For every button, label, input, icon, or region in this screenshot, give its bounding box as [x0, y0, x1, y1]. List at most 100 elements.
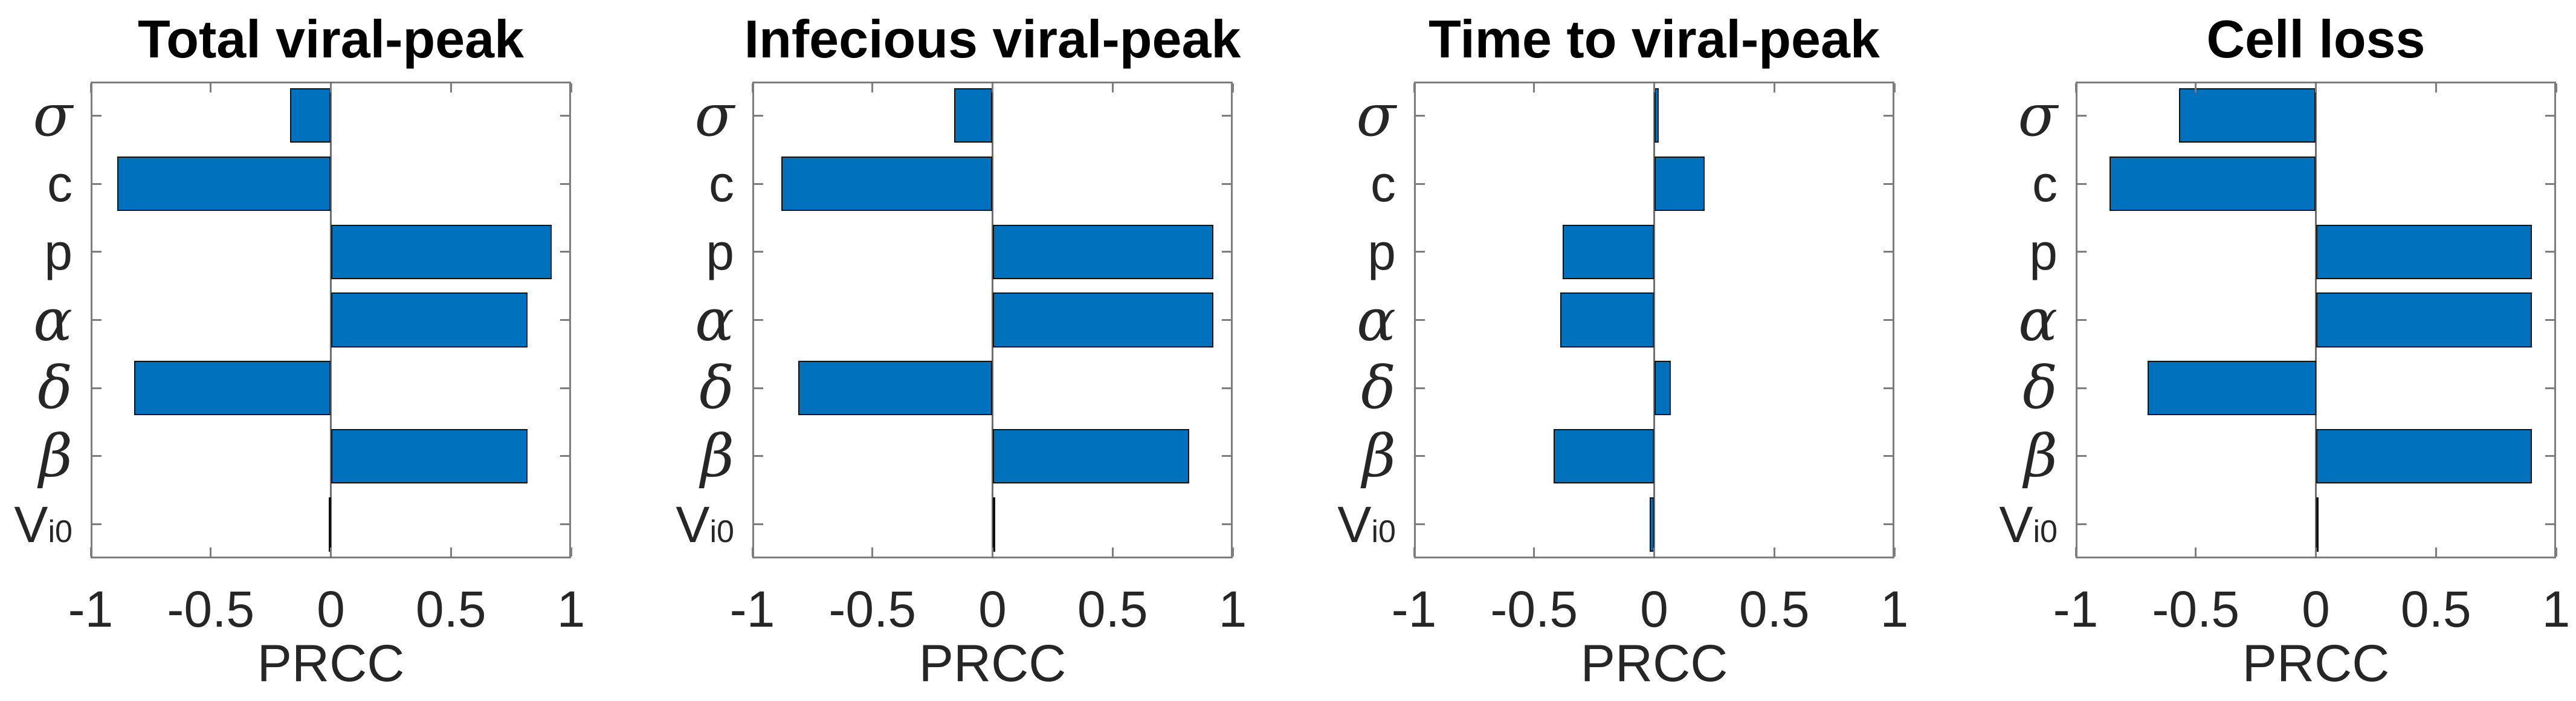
- bar-p: [331, 224, 552, 279]
- y-tick-mark: [2077, 114, 2087, 117]
- bar-v-i0: [992, 497, 995, 552]
- y-label-text: σ: [33, 82, 73, 150]
- chart-title: Cell loss: [2206, 9, 2426, 69]
- x-tick-mark: [1653, 83, 1655, 92]
- x-tick-label: 1: [1880, 581, 1909, 638]
- y-tick-label-p: p: [0, 219, 73, 285]
- y-label-text: δ: [1361, 354, 1396, 422]
- chart-title: Total viral-peak: [137, 9, 525, 69]
- bar-v-i0: [2316, 497, 2319, 552]
- x-tick-mark: [1773, 83, 1775, 92]
- y-label-text: α: [2018, 286, 2058, 354]
- y-label-text: c: [709, 155, 734, 213]
- x-tick-mark: [1893, 83, 1896, 92]
- y-tick-mark: [754, 455, 763, 457]
- y-label-text: β: [700, 422, 735, 490]
- y-tick-label-beta: β: [1076, 423, 1396, 492]
- y-tick-mark: [92, 183, 102, 185]
- y-label-text: p: [706, 223, 734, 280]
- y-tick-label-c: c: [414, 150, 734, 217]
- y-tick-mark: [754, 114, 763, 117]
- x-tick-mark: [751, 83, 754, 92]
- y-label-subscript: i0: [1371, 514, 1396, 549]
- x-tick-mark: [570, 83, 572, 92]
- y-tick-label-v-i0: Vi0: [0, 491, 73, 558]
- y-tick-mark: [1222, 114, 1231, 117]
- y-label-text: σ: [2018, 82, 2058, 150]
- x-tick-mark: [1111, 548, 1114, 557]
- bar-p: [1563, 224, 1654, 279]
- y-label-base: V: [14, 496, 48, 553]
- y-label-text: c: [2032, 155, 2058, 213]
- x-axis-label: PRCC: [1580, 635, 1728, 693]
- x-tick-label: 1: [557, 581, 586, 638]
- y-tick-label-v-i0: Vi0: [414, 491, 734, 558]
- y-tick-mark: [1884, 319, 1893, 321]
- y-tick-mark: [560, 523, 569, 526]
- x-tick-label: 0.5: [1738, 581, 1810, 638]
- y-tick-mark: [2077, 455, 2087, 457]
- y-tick-mark: [1416, 251, 1425, 253]
- y-tick-mark: [2545, 251, 2554, 253]
- x-tick-label: 0: [2302, 581, 2330, 638]
- x-tick-label: 1: [2542, 581, 2571, 638]
- y-tick-label-beta: β: [414, 422, 735, 492]
- y-tick-mark: [1416, 114, 1425, 117]
- bar-c: [2109, 156, 2316, 212]
- x-tick-mark: [2315, 548, 2317, 557]
- y-label-base: V: [1337, 496, 1372, 553]
- y-label-text: σ: [1356, 82, 1396, 150]
- x-tick-mark: [2435, 83, 2437, 92]
- x-tick-label: -0.5: [1490, 581, 1578, 638]
- y-label-base: V: [1999, 496, 2033, 553]
- x-tick-mark: [1413, 83, 1415, 92]
- bar-alpha: [992, 292, 1214, 347]
- y-tick-mark: [1416, 387, 1425, 389]
- y-tick-mark: [92, 455, 102, 457]
- y-tick-mark: [2077, 387, 2087, 389]
- bar-sigma: [289, 88, 331, 143]
- y-tick-label-sigma: σ: [414, 82, 734, 151]
- y-tick-mark: [92, 114, 102, 117]
- y-tick-label-sigma: σ: [1737, 82, 2058, 151]
- bar-beta: [992, 428, 1190, 483]
- x-tick-label: 0.5: [415, 581, 486, 638]
- bar-beta: [2316, 428, 2532, 483]
- y-tick-mark: [2077, 183, 2087, 185]
- y-tick-mark: [1416, 523, 1425, 526]
- chart-title: Time to viral-peak: [1428, 9, 1880, 69]
- y-label-text: p: [1367, 223, 1396, 280]
- x-tick-mark: [1773, 548, 1775, 557]
- y-tick-label-alpha: α: [1737, 287, 2058, 356]
- x-tick-label: -1: [2053, 581, 2099, 638]
- x-tick-mark: [871, 83, 874, 92]
- y-label-subscript: i0: [709, 514, 734, 549]
- y-tick-label-sigma: σ: [0, 82, 73, 151]
- y-label-text: p: [44, 223, 73, 280]
- y-tick-label-delta: δ: [414, 355, 734, 424]
- y-tick-mark: [2077, 523, 2087, 526]
- y-tick-mark: [1222, 251, 1231, 253]
- y-tick-mark: [1884, 251, 1893, 253]
- x-tick-mark: [570, 548, 572, 557]
- x-tick-label: 0: [978, 581, 1007, 638]
- x-axis-label: PRCC: [257, 635, 405, 693]
- bar-alpha: [331, 292, 528, 347]
- y-tick-label-sigma: σ: [1076, 82, 1396, 151]
- x-tick-mark: [1533, 83, 1535, 92]
- x-tick-mark: [1232, 83, 1234, 92]
- y-tick-mark: [92, 523, 102, 526]
- x-tick-label: -0.5: [167, 581, 255, 638]
- y-tick-label-c: c: [0, 150, 73, 217]
- y-label-subscript: i0: [2033, 514, 2058, 549]
- y-label-text: p: [2029, 223, 2058, 280]
- y-tick-label-v-i0: Vi0: [1076, 491, 1396, 558]
- x-tick-label: 0: [317, 581, 345, 638]
- x-tick-mark: [210, 548, 212, 557]
- bar-c: [117, 156, 331, 212]
- x-tick-mark: [2435, 548, 2437, 557]
- x-tick-mark: [2074, 83, 2077, 92]
- x-tick-label: 0.5: [1077, 581, 1148, 638]
- y-tick-mark: [560, 251, 569, 253]
